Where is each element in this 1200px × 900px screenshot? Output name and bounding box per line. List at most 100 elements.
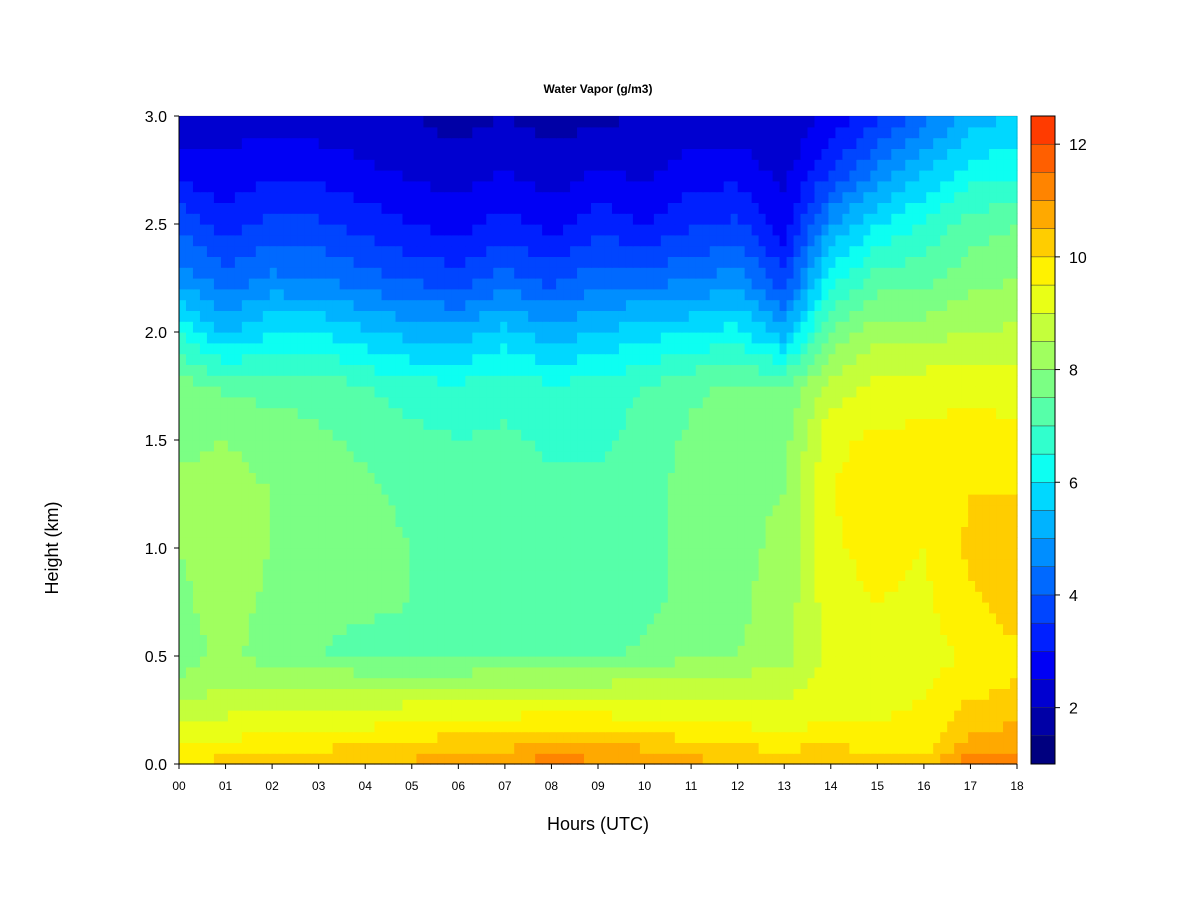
- heatmap-cell: [584, 440, 592, 452]
- heatmap-cell: [549, 666, 557, 679]
- heatmap-cell: [213, 483, 222, 495]
- heatmap-cell: [919, 472, 927, 484]
- heatmap-cell: [709, 483, 718, 495]
- heatmap-cell: [702, 591, 711, 603]
- heatmap-cell: [828, 666, 837, 679]
- heatmap-cell: [744, 483, 753, 495]
- heatmap-cell: [549, 461, 557, 473]
- heatmap-cell: [402, 666, 411, 679]
- heatmap-cell: [199, 634, 208, 646]
- heatmap-cell: [618, 504, 627, 517]
- heatmap-cell: [800, 440, 809, 452]
- heatmap-cell: [611, 429, 620, 441]
- heatmap-cell: [325, 688, 334, 700]
- heatmap-cell: [800, 526, 809, 538]
- heatmap-cell: [779, 504, 788, 517]
- heatmap-cell: [437, 440, 445, 452]
- heatmap-cell: [933, 634, 941, 646]
- heatmap-cell: [653, 332, 662, 344]
- heatmap-cell: [709, 753, 718, 765]
- heatmap-cell: [556, 645, 564, 657]
- heatmap-cell: [297, 580, 306, 592]
- heatmap-cell: [828, 332, 837, 344]
- heatmap-cell: [395, 526, 404, 538]
- heatmap-cell: [248, 753, 257, 765]
- heatmap-cell: [793, 407, 802, 419]
- heatmap-cell: [786, 472, 795, 484]
- heatmap-cell: [339, 645, 348, 657]
- heatmap-cell: [318, 688, 327, 700]
- heatmap-cell: [262, 483, 271, 495]
- heatmap-cell: [954, 677, 962, 689]
- heatmap-cell: [437, 342, 445, 355]
- heatmap-cell: [206, 504, 215, 517]
- heatmap-cell: [646, 710, 655, 722]
- heatmap-cell: [514, 710, 522, 722]
- heatmap-cell: [290, 634, 299, 646]
- heatmap-cell: [304, 364, 313, 376]
- heatmap-cell: [772, 656, 781, 668]
- heatmap-cell: [814, 580, 823, 592]
- heatmap-cell: [213, 731, 222, 743]
- heatmap-cell: [549, 483, 557, 495]
- heatmap-cell: [975, 472, 983, 484]
- heatmap-cell: [975, 440, 983, 452]
- heatmap-cell: [451, 720, 459, 733]
- heatmap-cell: [618, 710, 627, 722]
- heatmap-cell: [451, 472, 459, 484]
- heatmap-cell: [695, 461, 704, 473]
- heatmap-cell: [283, 396, 292, 409]
- heatmap-cell: [996, 407, 1004, 419]
- heatmap-cell: [716, 591, 725, 603]
- heatmap-cell: [262, 591, 271, 603]
- heatmap-cell: [744, 623, 753, 635]
- heatmap-cell: [793, 418, 802, 430]
- heatmap-cell: [912, 602, 920, 614]
- heatmap-cell: [416, 602, 425, 614]
- heatmap-cell: [779, 440, 788, 452]
- heatmap-cell: [758, 472, 767, 484]
- heatmap-cell: [786, 418, 795, 430]
- heatmap-cell: [947, 710, 955, 722]
- heatmap-cell: [346, 472, 355, 484]
- heatmap-cell: [828, 364, 837, 376]
- heatmap-cell: [989, 418, 997, 430]
- heatmap-cell: [961, 569, 969, 581]
- heatmap-cell: [206, 558, 215, 571]
- heatmap-cell: [821, 580, 830, 592]
- heatmap-cell: [346, 580, 355, 592]
- heatmap-cell: [744, 461, 753, 473]
- heatmap-cell: [269, 537, 278, 549]
- heatmap-cell: [611, 396, 620, 409]
- heatmap-cell: [521, 472, 529, 484]
- heatmap-cell: [367, 504, 376, 517]
- heatmap-cell: [339, 450, 348, 463]
- heatmap-cell: [814, 321, 823, 333]
- heatmap-cell: [234, 342, 243, 355]
- heatmap-cell: [248, 526, 257, 538]
- heatmap-cell: [206, 396, 215, 409]
- heatmap-cell: [891, 375, 899, 387]
- heatmap-cell: [241, 396, 250, 409]
- heatmap-cell: [625, 656, 634, 668]
- heatmap-cell: [653, 666, 662, 679]
- heatmap-cell: [304, 753, 313, 765]
- heatmap-cell: [856, 472, 864, 484]
- heatmap-cell: [199, 461, 208, 473]
- heatmap-cell: [919, 537, 927, 549]
- heatmap-cell: [444, 537, 452, 549]
- heatmap-cell: [304, 677, 313, 689]
- heatmap-cell: [611, 494, 620, 506]
- heatmap-cell: [947, 602, 955, 614]
- heatmap-cell: [206, 353, 215, 365]
- heatmap-cell: [325, 494, 334, 506]
- heatmap-cell: [486, 623, 494, 635]
- heatmap-cell: [695, 364, 704, 376]
- heatmap-cell: [179, 375, 187, 387]
- heatmap-cell: [905, 429, 913, 441]
- heatmap-cell: [430, 472, 438, 484]
- heatmap-cell: [255, 537, 264, 549]
- heatmap-cell: [891, 450, 899, 463]
- heatmap-cell: [982, 634, 990, 646]
- heatmap-cell: [283, 753, 292, 765]
